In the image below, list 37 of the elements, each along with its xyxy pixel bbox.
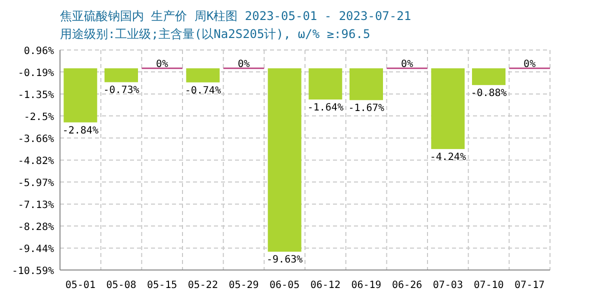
x-tick-label: 07-10 — [474, 280, 504, 291]
data-label: 0% — [156, 58, 168, 70]
data-label: 0% — [524, 58, 536, 70]
x-tick-label: 07-03 — [432, 280, 463, 291]
x-tick-label: 06-12 — [310, 280, 340, 291]
x-tick-label: 06-19 — [351, 280, 382, 291]
data-label: -1.64% — [307, 102, 344, 114]
data-label: -0.73% — [103, 85, 140, 96]
x-tick-label: 05-01 — [65, 280, 96, 291]
y-tick-label: -2.5% — [24, 112, 54, 123]
y-tick-label: -8.28% — [18, 222, 54, 233]
data-label: -0.88% — [470, 88, 507, 100]
y-tick-label: -1.35% — [18, 90, 54, 101]
y-tick-label: -3.66% — [18, 134, 54, 145]
x-tick-label: 05-29 — [228, 280, 259, 291]
y-tick-label: -7.13% — [18, 200, 54, 212]
y-tick-label: -9.44% — [18, 244, 54, 256]
y-tick-label: -5.97% — [18, 178, 54, 189]
y-tick-label: 0.96% — [24, 46, 54, 57]
chart-title: 焦亚硫酸钠国内 生产价 周K柱图 2023-05-01 - 2023-07-21 — [60, 9, 412, 23]
x-tick-label: 06-26 — [392, 280, 422, 291]
data-label: 0% — [238, 58, 250, 70]
data-label: -0.74% — [184, 85, 221, 96]
x-tick-label: 05-08 — [106, 280, 136, 291]
y-tick-label: -0.19% — [18, 68, 54, 79]
data-label: 0% — [401, 58, 414, 70]
y-tick-label: -10.59% — [12, 266, 54, 277]
y-tick-label: -4.82% — [18, 156, 54, 168]
data-label: -4.24% — [430, 152, 466, 164]
chart-subtitle: 用途级别:工业级;主含量(以Na2S205计), ω/% ≥:96.5 — [60, 27, 370, 41]
x-tick-label: 06-05 — [270, 280, 300, 291]
x-tick-label: 05-22 — [188, 280, 218, 291]
data-label: -9.63% — [266, 254, 303, 266]
x-tick-label: 05-15 — [147, 280, 178, 291]
data-label: -1.67% — [348, 103, 384, 114]
x-tick-label: 07-17 — [514, 280, 545, 291]
data-label: -2.84% — [62, 125, 98, 136]
